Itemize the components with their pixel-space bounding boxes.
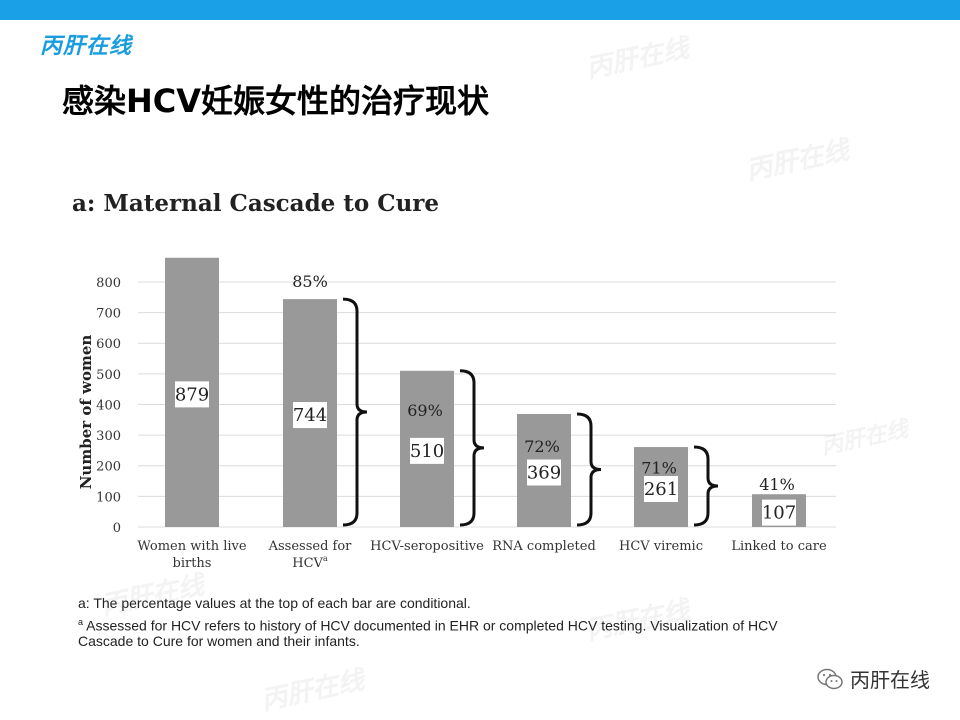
conditional-brackets: 85% 69% 72% 71% 41% [292,272,795,527]
conditional-percentage: 69% [407,401,443,420]
data-label-box [527,459,561,486]
slide-title: 感染HCV妊娠女性的治疗现状 [62,82,490,120]
footnote-1: a: The percentage values at the top of e… [78,595,471,611]
footnote-2-text: Assessed for HCV refers to history of HC… [83,617,778,634]
brand-logo: 丙肝在线 [40,34,133,59]
bars: 879 744 510 369 261 107 [165,257,806,527]
footnote-2: a Assessed for HCV refers to history of … [78,613,778,636]
data-label-box [644,476,678,503]
conditional-bracket [576,412,602,527]
footnote-3: Cascade to Cure for women and their infa… [78,633,360,649]
y-tick-label: 200 [96,460,121,475]
chart-title: a: Maternal Cascade to Cure [72,190,439,217]
data-label-box [762,499,796,526]
data-label: 510 [410,441,444,462]
watermark-logo: 丙肝在线 [743,135,852,187]
data-label: 744 [293,405,327,426]
y-tick-label: 700 [96,307,121,322]
category-label: RNA completed [492,539,596,554]
cascade-bar-chart: a: Maternal Cascade to Cure Number of wo… [72,190,836,571]
wechat-icon [817,668,843,689]
category-label: Women with live [137,539,247,554]
data-label: 107 [762,503,796,524]
data-label: 369 [527,462,561,483]
y-tick-label: 500 [96,368,121,383]
conditional-percentage: 72% [524,437,560,456]
top-accent-bar [0,0,960,20]
category-label: Linked to care [731,539,827,554]
conditional-bracket [693,445,719,527]
y-tick-label: 300 [96,429,121,444]
y-tick-label: 400 [96,398,121,413]
watermark-logo: 丙肝在线 [258,665,367,717]
y-tick-label: 600 [96,337,121,352]
footer-brand-text: 丙肝在线 [850,668,930,692]
gridlines [138,281,836,528]
footer-brand: 丙肝在线 [816,664,930,693]
category-label: HCVa [292,554,328,571]
conditional-bracket [342,297,368,527]
y-tick-label: 800 [96,276,121,291]
category-label: Assessed for [268,539,353,554]
category-label: HCV-seropositive [370,539,484,554]
conditional-bracket [459,369,485,527]
y-axis-label: Number of women [77,335,95,490]
watermark-logo: 丙肝在线 [583,33,692,85]
data-label: 879 [175,384,209,405]
y-tick-label: 0 [113,521,121,536]
category-label: births [173,556,212,571]
y-axis-ticks: 0 100 200 300 400 500 600 700 800 [96,276,121,536]
category-label: HCV viremic [619,539,703,554]
y-tick-label: 100 [96,490,121,505]
conditional-percentage: 85% [292,272,328,291]
data-label-box [293,402,327,429]
conditional-percentage: 41% [759,475,795,494]
data-label-box [175,381,209,408]
data-label-box [410,437,444,464]
footnote-superscript: a [78,617,84,627]
data-label: 261 [644,479,678,500]
conditional-percentage: 71% [641,458,677,477]
